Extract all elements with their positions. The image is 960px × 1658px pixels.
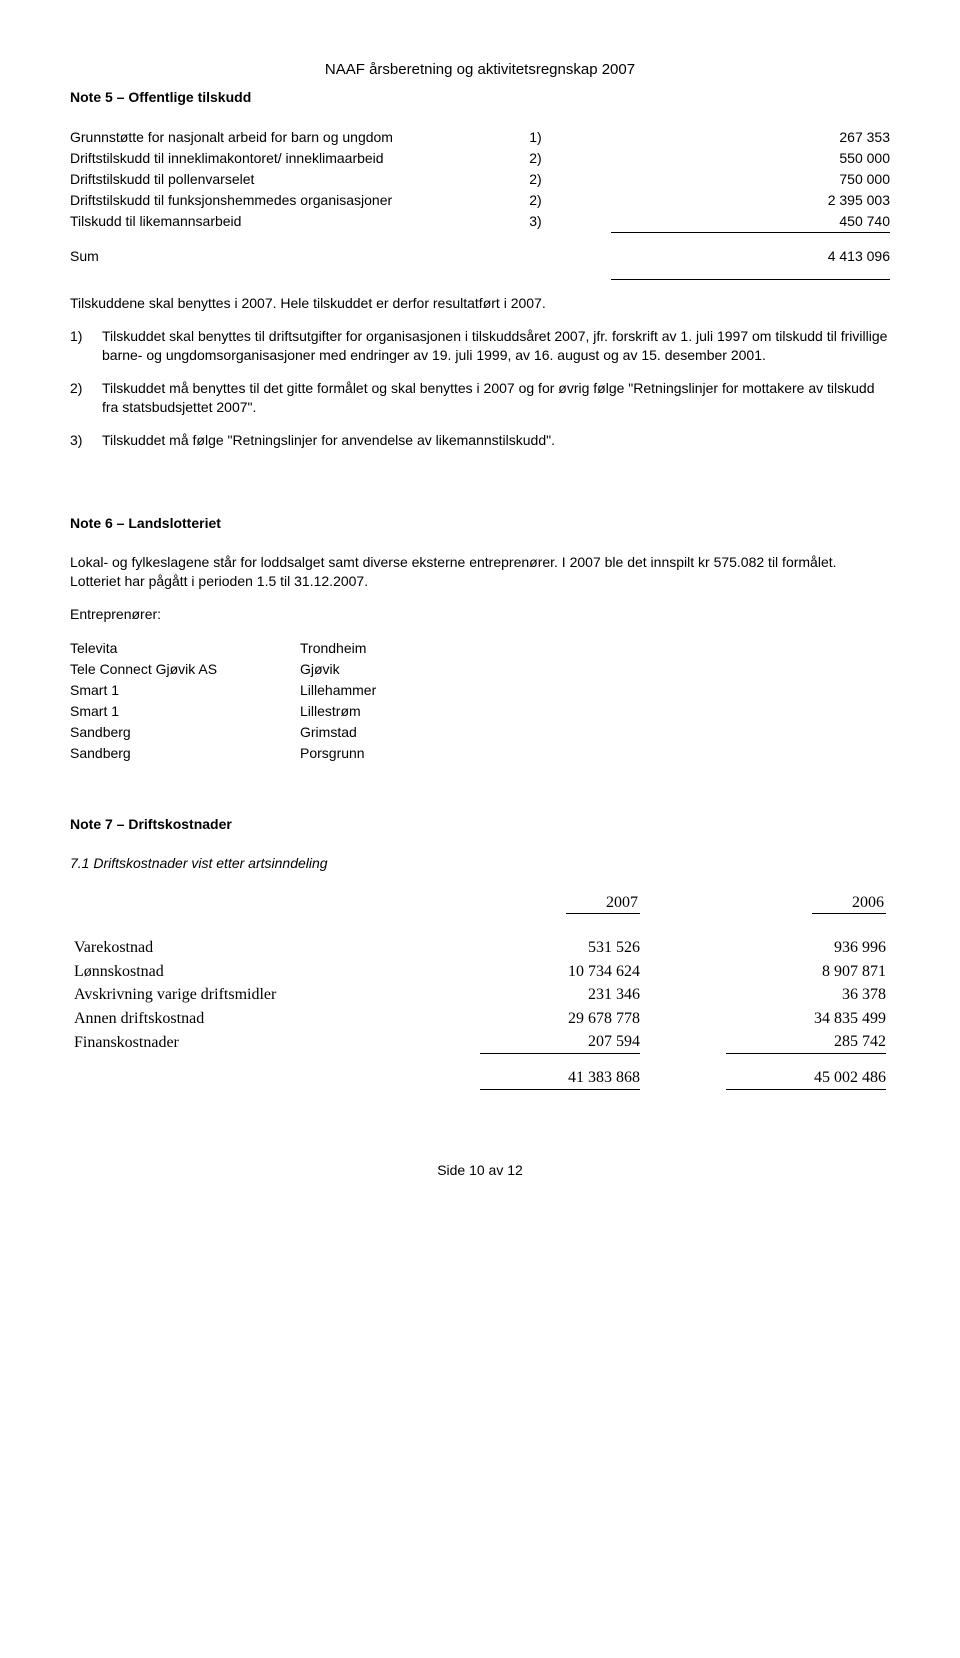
table-row: Lønnskostnad 10 734 624 8 907 871: [70, 960, 890, 984]
table-row: Varekostnad 531 526 936 996: [70, 936, 890, 960]
list-item: 1) Tilskuddet skal benyttes til driftsut…: [70, 327, 890, 379]
table-row: Grunnstøtte for nasjonalt arbeid for bar…: [70, 127, 890, 148]
table-row: Finanskostnader 207 594 285 742: [70, 1030, 890, 1055]
row-label: Driftstilskudd til pollenvarselet: [70, 169, 529, 190]
row-label: Annen driftskostnad: [70, 1007, 398, 1031]
row-label: Driftstilskudd til inneklimakontoret/ in…: [70, 148, 529, 169]
note5-table: Grunnstøtte for nasjonalt arbeid for bar…: [70, 127, 890, 280]
note7-table: 2007 2006 Varekostnad 531 526 936 996 Lø…: [70, 891, 890, 1091]
entrepreneurs-label: Entreprenører:: [70, 605, 890, 624]
total2: 45 002 486: [726, 1067, 886, 1090]
table-row: Driftstilskudd til funksjonshemmedes org…: [70, 190, 890, 211]
row-v2: 936 996: [644, 936, 890, 960]
item-number: 2): [70, 379, 102, 431]
row-label: Tilskudd til likemannsarbeid: [70, 211, 529, 232]
row-v1: 29 678 778: [398, 1007, 644, 1031]
entrepreneur-name: Sandberg: [70, 743, 300, 764]
row-value: 750 000: [611, 169, 890, 190]
entrepreneur-city: Lillestrøm: [300, 701, 890, 722]
table-row: Driftstilskudd til pollenvarselet 2) 750…: [70, 169, 890, 190]
table-row: Tilskudd til likemannsarbeid 3) 450 740: [70, 211, 890, 232]
page-footer: Side 10 av 12: [70, 1161, 890, 1180]
row-v2: 36 378: [644, 983, 890, 1007]
row-ref: 2): [529, 190, 611, 211]
table-row: Avskrivning varige driftsmidler 231 346 …: [70, 983, 890, 1007]
entrepreneur-city: Porsgrunn: [300, 743, 890, 764]
row-ref: 2): [529, 169, 611, 190]
row-ref: 1): [529, 127, 611, 148]
table-row: Annen driftskostnad 29 678 778 34 835 49…: [70, 1007, 890, 1031]
row-label: Lønnskostnad: [70, 960, 398, 984]
sum-row: Sum 4 413 096: [70, 232, 890, 280]
entrepreneur-name: Tele Connect Gjøvik AS: [70, 659, 300, 680]
note6-heading: Note 6 – Landslotteriet: [70, 514, 890, 533]
item-text: Tilskuddet skal benyttes til driftsutgif…: [102, 327, 890, 379]
item-text: Tilskuddet må benyttes til det gitte for…: [102, 379, 890, 431]
entrepreneur-city: Gjøvik: [300, 659, 890, 680]
total1: 41 383 868: [480, 1067, 640, 1090]
note7-subheading: 7.1 Driftskostnader vist etter artsinnde…: [70, 854, 890, 873]
sum-label: Sum: [70, 232, 529, 280]
list-item: 2) Tilskuddet må benyttes til det gitte …: [70, 379, 890, 431]
entrepreneur-name: Smart 1: [70, 701, 300, 722]
row-value: 450 740: [611, 211, 890, 232]
entrepreneur-city: Trondheim: [300, 638, 890, 659]
row-label: Finanskostnader: [70, 1030, 398, 1055]
row-v1: 10 734 624: [398, 960, 644, 984]
row-label: Grunnstøtte for nasjonalt arbeid for bar…: [70, 127, 529, 148]
totals-row: 41 383 868 45 002 486: [70, 1055, 890, 1091]
row-ref: 2): [529, 148, 611, 169]
entrepreneur-city: Grimstad: [300, 722, 890, 743]
table-row: Driftstilskudd til inneklimakontoret/ in…: [70, 148, 890, 169]
item-number: 1): [70, 327, 102, 379]
note6-paragraph: Lokal- og fylkeslagene står for loddsalg…: [70, 553, 890, 591]
entrepreneur-name: Televita: [70, 638, 300, 659]
row-value: 2 395 003: [611, 190, 890, 211]
row-ref: 3): [529, 211, 611, 232]
year2-header: 2006: [812, 892, 886, 915]
row-v1: 207 594: [480, 1031, 640, 1054]
row-v2: 34 835 499: [644, 1007, 890, 1031]
entrepreneur-name: Smart 1: [70, 680, 300, 701]
row-v2: 8 907 871: [644, 960, 890, 984]
row-value: 550 000: [611, 148, 890, 169]
sum-value: 4 413 096: [611, 232, 890, 280]
year1-header: 2007: [566, 892, 640, 915]
row-label: Avskrivning varige driftsmidler: [70, 983, 398, 1007]
row-value: 267 353: [611, 127, 890, 148]
row-v1: 231 346: [398, 983, 644, 1007]
note5-numbered-list: 1) Tilskuddet skal benyttes til driftsut…: [70, 327, 890, 463]
year-header-row: 2007 2006: [70, 891, 890, 921]
list-item: 3) Tilskuddet må følge "Retningslinjer f…: [70, 431, 890, 464]
doc-header-title: NAAF årsberetning og aktivitetsregnskap …: [70, 60, 890, 80]
row-label: Varekostnad: [70, 936, 398, 960]
item-number: 3): [70, 431, 102, 464]
entrepreneurs-table: Televita Tele Connect Gjøvik AS Smart 1 …: [70, 637, 890, 764]
row-v1: 531 526: [398, 936, 644, 960]
entrepreneur-name: Sandberg: [70, 722, 300, 743]
row-v2: 285 742: [726, 1031, 886, 1054]
note7-heading: Note 7 – Driftskostnader: [70, 815, 890, 834]
note5-heading: Note 5 – Offentlige tilskudd: [70, 88, 890, 107]
entrepreneur-city: Lillehammer: [300, 680, 890, 701]
row-label: Driftstilskudd til funksjonshemmedes org…: [70, 190, 529, 211]
item-text: Tilskuddet må følge "Retningslinjer for …: [102, 431, 890, 464]
note5-paragraph: Tilskuddene skal benyttes i 2007. Hele t…: [70, 294, 890, 313]
